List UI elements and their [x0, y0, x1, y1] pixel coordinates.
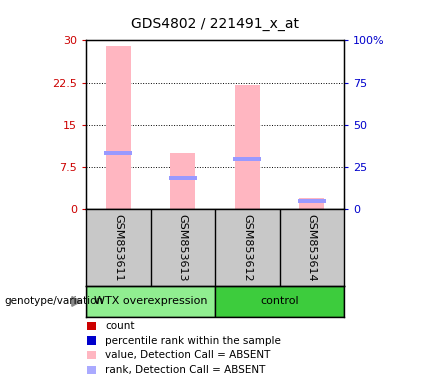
Text: count: count	[105, 321, 135, 331]
Bar	[106, 46, 131, 209]
Bar	[170, 153, 195, 209]
Text: percentile rank within the sample: percentile rank within the sample	[105, 336, 281, 346]
Text: control: control	[260, 296, 299, 306]
Text: GSM853612: GSM853612	[242, 214, 252, 281]
Text: GSM853611: GSM853611	[113, 214, 123, 281]
Bar	[299, 198, 324, 209]
Text: WTX overexpression: WTX overexpression	[94, 296, 207, 306]
Bar	[104, 151, 132, 155]
Bar	[169, 176, 197, 180]
Text: GDS4802 / 221491_x_at: GDS4802 / 221491_x_at	[131, 17, 299, 31]
Text: genotype/variation: genotype/variation	[4, 296, 104, 306]
Text: GSM853613: GSM853613	[178, 214, 188, 281]
Text: rank, Detection Call = ABSENT: rank, Detection Call = ABSENT	[105, 365, 266, 375]
Bar	[86, 286, 215, 317]
Bar	[298, 199, 326, 203]
Bar	[215, 286, 344, 317]
Text: GSM853614: GSM853614	[307, 214, 317, 281]
Bar	[235, 85, 260, 209]
Bar	[233, 157, 261, 161]
Text: value, Detection Call = ABSENT: value, Detection Call = ABSENT	[105, 350, 271, 360]
